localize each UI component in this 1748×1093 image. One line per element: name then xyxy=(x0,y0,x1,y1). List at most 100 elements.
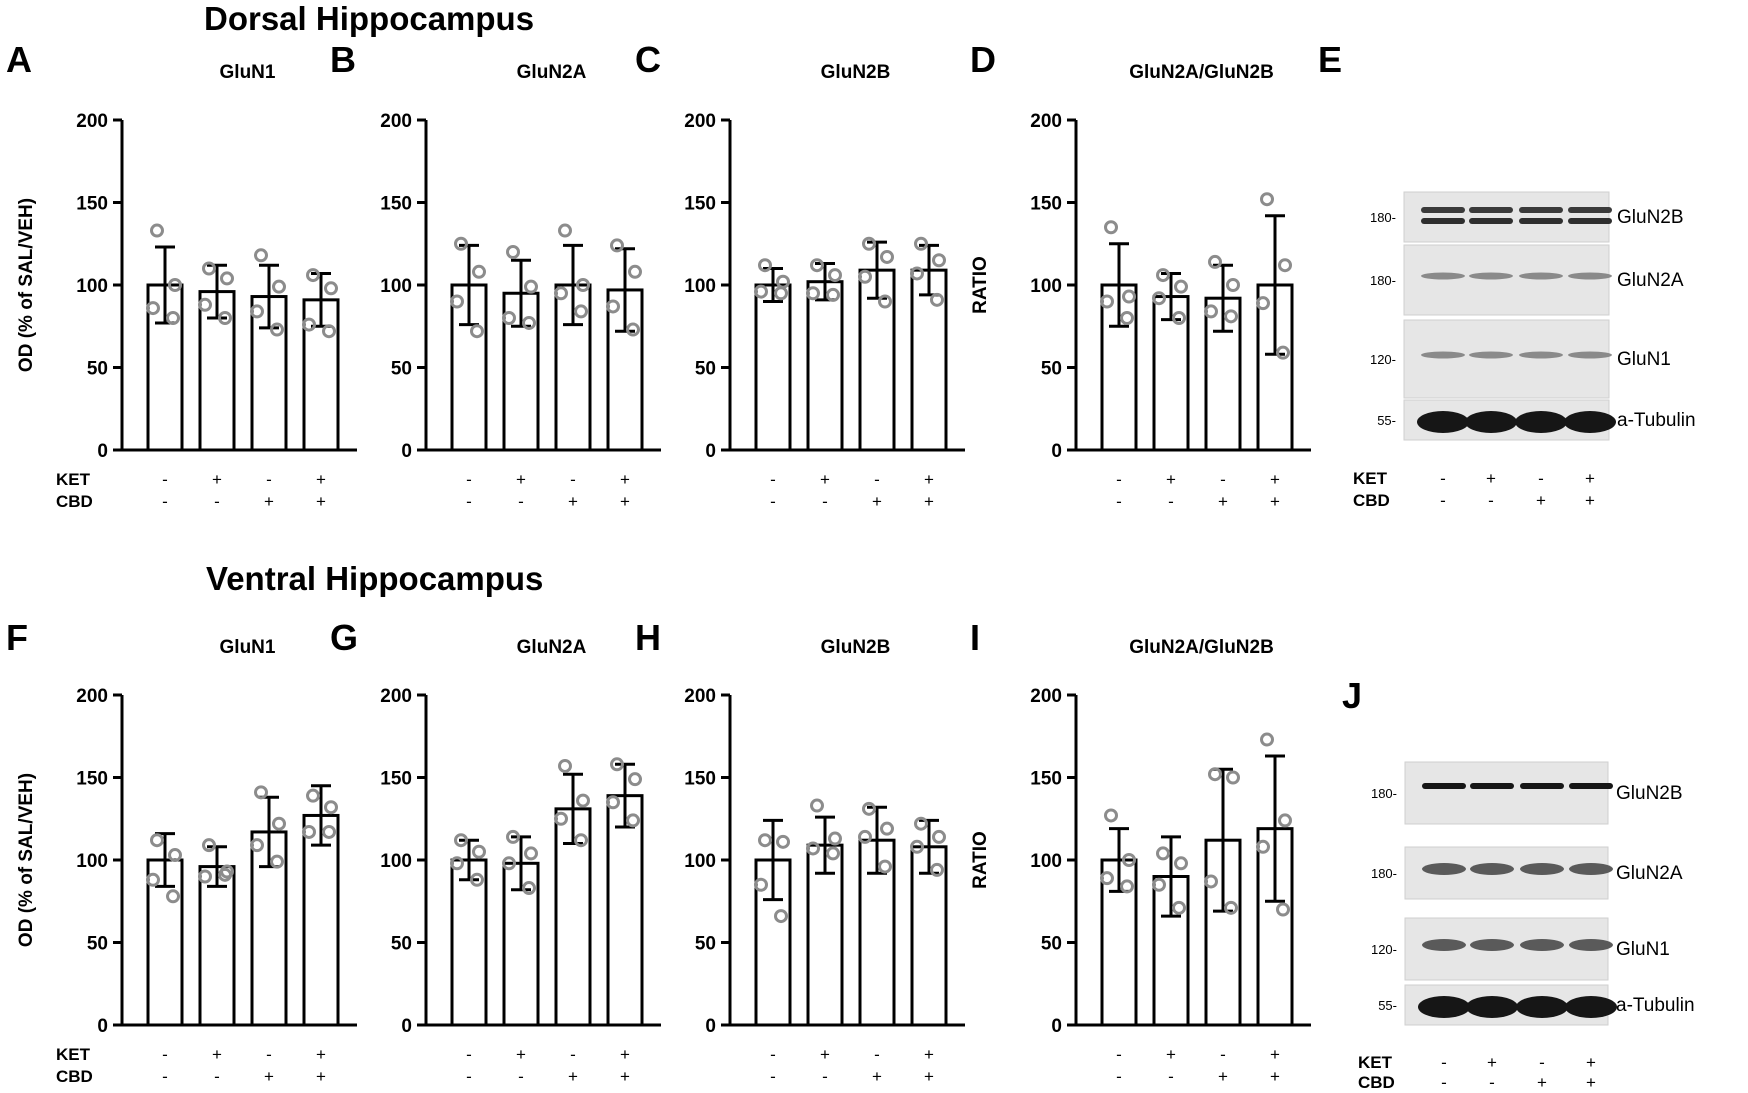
data-point xyxy=(322,824,336,839)
blot-ket-mark: + xyxy=(1585,469,1595,488)
data-point xyxy=(322,324,336,339)
data-point xyxy=(576,278,590,292)
blot-band xyxy=(1569,863,1613,875)
ket-mark: - xyxy=(266,470,272,489)
cbd-mark: + xyxy=(872,1067,882,1086)
bar xyxy=(606,794,644,1027)
data-point xyxy=(1224,900,1238,915)
data-point xyxy=(454,236,468,251)
panel-letter-i: I xyxy=(970,617,980,658)
data-point xyxy=(910,266,924,281)
data-point xyxy=(878,859,892,874)
y-tick-label: 150 xyxy=(76,769,108,790)
data-point xyxy=(558,758,572,773)
data-point xyxy=(610,238,624,253)
data-point xyxy=(168,848,182,863)
chart-title: GluN2A/GluN2B xyxy=(1129,62,1274,83)
data-point xyxy=(522,881,536,896)
blot-band xyxy=(1470,939,1514,951)
blot-band xyxy=(1421,351,1465,359)
blot-band xyxy=(1565,996,1617,1018)
cbd-mark: + xyxy=(1218,1067,1228,1086)
data-point xyxy=(306,268,320,283)
data-point xyxy=(880,821,894,836)
data-point xyxy=(1122,289,1136,304)
data-point xyxy=(1172,900,1186,915)
ket-mark: + xyxy=(620,1045,630,1064)
data-point xyxy=(1204,874,1218,889)
y-tick-label: 150 xyxy=(1030,769,1062,790)
blot-ket-mark: - xyxy=(1441,1053,1447,1072)
blot-band xyxy=(1569,939,1613,951)
data-point xyxy=(1260,732,1274,747)
data-point xyxy=(168,278,182,292)
data-point xyxy=(828,268,842,283)
blot-band xyxy=(1520,939,1564,951)
bar xyxy=(450,858,488,1027)
chart-ventral-glun2a: GluN2A 0 50 100 150 200 - - + - - + + + xyxy=(380,637,661,1086)
data-point xyxy=(1172,311,1186,325)
ket-mark: + xyxy=(1270,1045,1280,1064)
data-point xyxy=(910,839,924,854)
blot-ket-mark: - xyxy=(1538,469,1544,488)
data-point xyxy=(470,872,484,887)
y-tick-label: 50 xyxy=(695,934,716,955)
cbd-mark: - xyxy=(1168,492,1174,511)
ket-mark: - xyxy=(1116,470,1122,489)
cbd-mark: - xyxy=(1116,492,1122,511)
blot-mw-marker: 180- xyxy=(1370,210,1396,225)
cbd-mark: + xyxy=(568,492,578,511)
y-tick-label: 50 xyxy=(1041,934,1062,955)
blot-band-label: GluN1 xyxy=(1616,939,1670,960)
ket-mark: - xyxy=(1116,1045,1122,1064)
bar xyxy=(910,268,948,452)
cbd-mark: + xyxy=(316,492,326,511)
cbd-mark: - xyxy=(518,492,524,511)
blot-band xyxy=(1469,272,1513,280)
data-point xyxy=(324,281,338,296)
chart-title: GluN1 xyxy=(220,62,276,83)
data-point xyxy=(806,286,820,301)
data-point xyxy=(220,271,234,286)
ket-mark: + xyxy=(924,1045,934,1064)
data-point xyxy=(932,253,946,268)
bar xyxy=(806,843,844,1027)
data-point xyxy=(202,261,216,276)
blot-mw-marker: 180- xyxy=(1371,866,1397,881)
y-tick-label: 0 xyxy=(97,1016,108,1037)
cbd-mark: + xyxy=(620,492,630,511)
blot-band xyxy=(1519,351,1563,359)
cbd-mark: - xyxy=(518,1067,524,1086)
blot-band-label: a-Tubulin xyxy=(1617,410,1696,431)
y-tick-label: 50 xyxy=(87,934,108,955)
ket-mark: + xyxy=(1270,470,1280,489)
blot-band xyxy=(1421,272,1465,280)
cbd-mark: + xyxy=(1270,492,1280,511)
data-point xyxy=(1100,871,1114,886)
data-point xyxy=(450,856,464,871)
cbd-mark: - xyxy=(162,492,168,511)
y-tick-label: 200 xyxy=(684,111,716,132)
blot-cbd-mark: - xyxy=(1441,1073,1447,1092)
y-tick-label: 150 xyxy=(1030,194,1062,215)
data-point xyxy=(554,811,568,826)
data-point xyxy=(450,294,464,309)
y-axis-label: RATIO xyxy=(970,831,991,889)
data-point xyxy=(1256,839,1270,854)
data-point xyxy=(270,322,284,337)
data-point xyxy=(1156,268,1170,283)
data-point xyxy=(806,841,820,856)
ket-mark: + xyxy=(620,470,630,489)
ket-mark: + xyxy=(516,1045,526,1064)
blot-band xyxy=(1469,218,1513,224)
cbd-mark: - xyxy=(770,1067,776,1086)
data-point xyxy=(1256,296,1270,311)
blot-band xyxy=(1421,207,1465,213)
ket-mark: - xyxy=(266,1045,272,1064)
y-axis-label: OD (% of SAL/VEH) xyxy=(16,773,37,947)
chart-ventral-glun1: GluN1 0 50 100 150 200 OD (% of SAL/VEH) - - + - - +… xyxy=(16,637,357,1086)
data-point xyxy=(1100,294,1114,309)
y-tick-label: 0 xyxy=(401,441,412,462)
data-point xyxy=(626,813,640,828)
data-point xyxy=(606,795,620,810)
